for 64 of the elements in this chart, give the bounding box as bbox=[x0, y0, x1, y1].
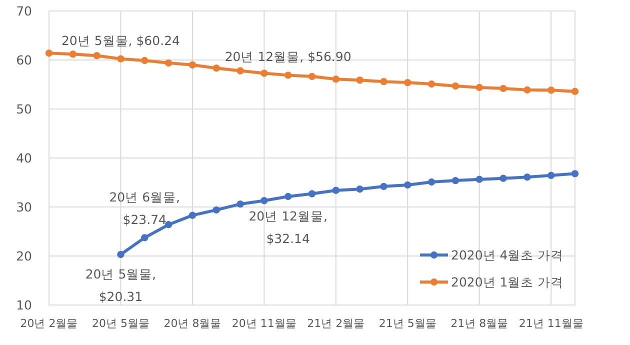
point bbox=[212, 64, 220, 72]
point bbox=[117, 55, 124, 62]
y-tick-label: 10 bbox=[16, 298, 32, 312]
point bbox=[356, 186, 364, 193]
point bbox=[404, 181, 412, 189]
point bbox=[571, 170, 579, 178]
annotation: 20년 5월물, $60.24 bbox=[61, 32, 180, 48]
point bbox=[452, 176, 460, 184]
annotation: 20년 12월물, $56.90 bbox=[224, 49, 352, 64]
point bbox=[284, 192, 292, 200]
point bbox=[332, 76, 340, 83]
legend-label: 2020년 4월초 가격 bbox=[451, 248, 564, 262]
x-tick-label: 20년 8월물 bbox=[164, 317, 222, 330]
x-tick-label: 21년 2월물 bbox=[307, 317, 365, 330]
point bbox=[308, 190, 316, 198]
point bbox=[188, 212, 196, 219]
annotation: 20년 5월물, $20.31 bbox=[85, 266, 156, 304]
point bbox=[380, 182, 388, 190]
point bbox=[236, 67, 244, 74]
point bbox=[571, 88, 579, 95]
point bbox=[69, 50, 77, 58]
point bbox=[164, 59, 172, 67]
annotation: 20년 12월물, $32.14 bbox=[248, 208, 328, 246]
y-tick-label: 40 bbox=[16, 150, 32, 166]
point bbox=[547, 172, 555, 179]
annotation: 20년 6월물, $23.74 bbox=[109, 190, 180, 228]
point bbox=[93, 52, 100, 60]
y-tick-label: 70 bbox=[16, 4, 32, 18]
y-tick-label: 60 bbox=[16, 52, 32, 68]
point bbox=[212, 206, 220, 214]
point bbox=[188, 61, 196, 68]
point bbox=[404, 78, 412, 86]
point bbox=[452, 82, 460, 90]
legend-label: 2020년 1월초 가격 bbox=[451, 274, 564, 290]
y-tick-label: 20 bbox=[16, 248, 32, 264]
point bbox=[260, 70, 268, 77]
point bbox=[284, 72, 292, 79]
point bbox=[547, 86, 555, 94]
y-tick-label: 30 bbox=[16, 200, 32, 214]
point bbox=[260, 197, 268, 204]
point bbox=[428, 80, 436, 88]
point bbox=[117, 250, 124, 258]
point bbox=[332, 186, 340, 194]
x-tick-label: 21년 11월물 bbox=[518, 317, 584, 330]
x-tick-label: 21년 8월물 bbox=[450, 317, 508, 330]
point bbox=[476, 176, 483, 183]
point bbox=[356, 76, 364, 84]
point bbox=[524, 86, 531, 94]
point bbox=[236, 200, 244, 208]
x-tick-label: 20년 2월물 bbox=[20, 317, 78, 330]
x-tick-label: 21년 5월물 bbox=[378, 317, 436, 330]
point bbox=[428, 178, 436, 186]
point bbox=[45, 50, 53, 57]
point bbox=[524, 174, 531, 181]
y-tick-label: 50 bbox=[16, 102, 32, 116]
point bbox=[380, 78, 388, 86]
point bbox=[500, 174, 507, 182]
point bbox=[308, 72, 316, 80]
point bbox=[141, 56, 148, 64]
x-tick-label: 20년 5월물 bbox=[92, 317, 150, 330]
point bbox=[500, 84, 507, 92]
x-tick-label: 20년 11월물 bbox=[232, 317, 296, 330]
point bbox=[141, 234, 148, 242]
point bbox=[476, 84, 483, 92]
